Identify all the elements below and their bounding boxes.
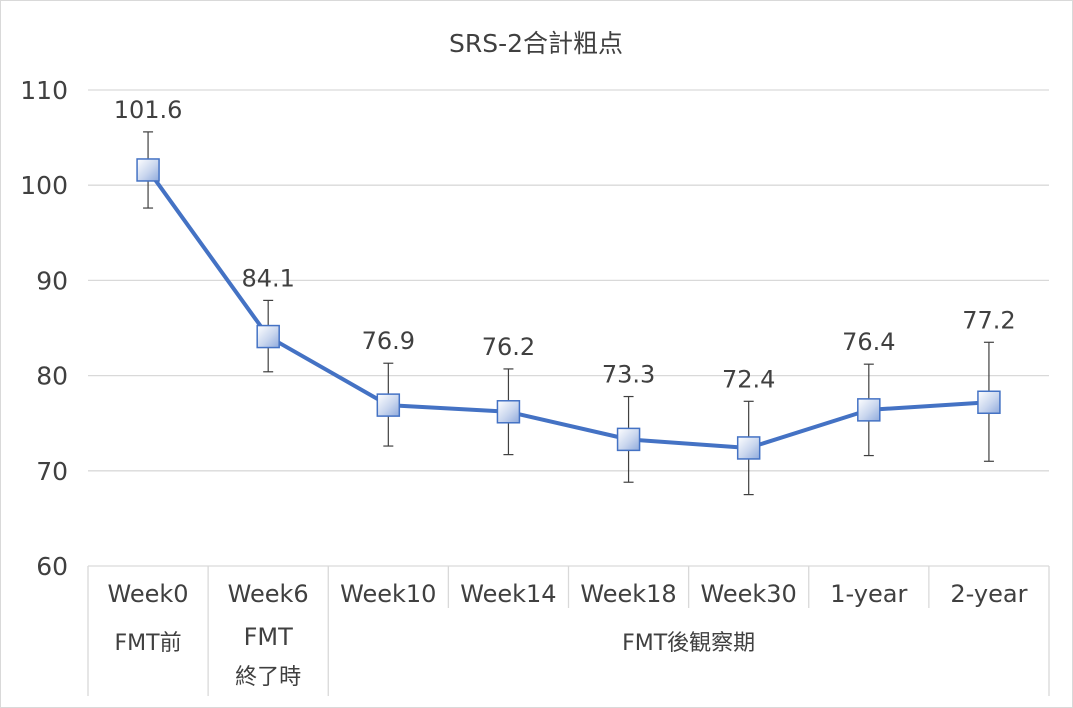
category-group-label: FMT	[244, 623, 294, 651]
y-tick-label: 90	[36, 266, 68, 295]
x-tick-label: Week14	[460, 580, 556, 608]
category-group-label: FMT前	[115, 631, 182, 656]
data-point-marker	[496, 400, 521, 424]
data-label: 76.4	[842, 328, 895, 356]
data-label: 101.6	[114, 96, 183, 124]
x-tick-label: Week10	[340, 580, 436, 608]
gridlines	[88, 89, 1049, 567]
series-line	[146, 168, 990, 450]
x-tick-label: Week30	[701, 580, 797, 608]
data-label: 84.1	[241, 264, 294, 292]
data-label: 72.4	[722, 365, 775, 393]
y-tick-label: 100	[20, 171, 68, 200]
data-point-marker	[616, 427, 641, 452]
data-label: 73.3	[602, 361, 655, 389]
axes: 60 70 80 90 100 110 Week0 Week6 Week10 Week14 Week…	[20, 76, 1050, 696]
data-label: 76.2	[482, 333, 535, 361]
y-tick-label: 80	[36, 362, 68, 391]
data-point-marker	[256, 324, 280, 349]
data-labels: 101.6 84.1 76.9 76.2 73.3 72.4 76.4 77.2	[114, 96, 1016, 393]
data-label: 76.9	[362, 327, 415, 355]
x-tick-label: 2-year	[950, 580, 1027, 608]
x-tick-label: Week18	[580, 580, 676, 608]
markers	[136, 158, 1001, 460]
data-label: 77.2	[962, 306, 1015, 334]
data-point-marker	[977, 390, 1001, 415]
data-point-marker	[736, 436, 761, 460]
y-tick-label: 110	[20, 76, 68, 105]
category-group-label: FMT後観察期	[622, 631, 755, 656]
series-line-layer	[146, 168, 990, 450]
y-tick-label: 60	[36, 552, 68, 581]
chart-title: SRS-2合計粗点	[449, 29, 623, 58]
error-bars	[143, 131, 994, 496]
data-point-marker	[376, 393, 401, 417]
data-point-marker	[857, 398, 881, 422]
data-point-marker	[136, 158, 160, 182]
category-group-label: 終了時	[235, 665, 301, 690]
x-tick-label: 1-year	[830, 580, 907, 608]
y-tick-label: 70	[36, 457, 68, 486]
x-tick-label: Week6	[228, 580, 309, 608]
x-tick-label: Week0	[108, 580, 189, 608]
